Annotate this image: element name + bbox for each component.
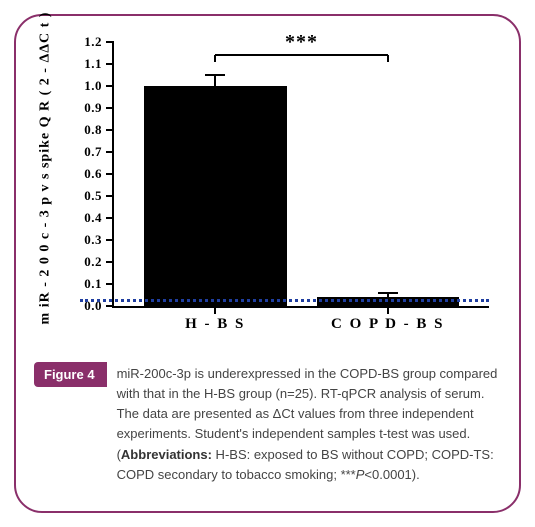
y-tick	[106, 107, 114, 109]
y-tick-label: 0.2	[84, 254, 102, 270]
y-tick	[106, 173, 114, 175]
y-tick-label: 0.4	[84, 210, 102, 226]
y-tick	[106, 85, 114, 87]
caption-abbrev-label: Abbreviations:	[121, 447, 212, 462]
y-tick	[106, 63, 114, 65]
error-cap	[378, 292, 398, 294]
y-tick-label: 1.0	[84, 78, 102, 94]
sig-bracket-right	[387, 55, 389, 62]
y-tick	[106, 239, 114, 241]
sig-bracket-left	[214, 55, 216, 62]
sig-bracket-top	[215, 54, 388, 56]
error-bar	[214, 75, 216, 86]
y-tick	[106, 283, 114, 285]
y-tick-label: 0.7	[84, 144, 102, 160]
y-tick	[106, 41, 114, 43]
y-tick-label: 0.6	[84, 166, 102, 182]
chart-region: m iR - 2 0 0 c - 3 p v s spike Q R ( 2 -…	[34, 38, 501, 338]
bar	[144, 86, 287, 306]
sig-stars: ***	[285, 31, 318, 54]
ylabel-delta-2: Δ	[37, 43, 52, 53]
caption-text: miR-200c-3p is underexpressed in the COP…	[117, 362, 501, 485]
figure-badge: Figure 4	[34, 362, 107, 387]
y-tick-label: 0.5	[84, 188, 102, 204]
x-tick	[387, 306, 389, 314]
y-tick-label: 0.9	[84, 100, 102, 116]
y-tick	[106, 217, 114, 219]
x-tick	[214, 306, 216, 314]
ylabel-delta-1: Δ	[37, 53, 52, 63]
error-cap	[205, 74, 225, 76]
caption-suffix-2: <0.0001).	[364, 467, 419, 482]
y-tick-label: 0.8	[84, 122, 102, 138]
y-tick-label: 1.2	[84, 34, 102, 50]
plot-area: 0.00.10.20.30.40.50.60.70.80.91.01.11.2H…	[112, 42, 489, 308]
ylabel-suffix: C t )	[37, 12, 52, 43]
y-axis-label: m iR - 2 0 0 c - 3 p v s spike Q R ( 2 -…	[37, 12, 53, 325]
ylabel-prefix: m iR - 2 0 0 c - 3 p v s spike Q R ( 2 -	[37, 63, 52, 325]
y-tick	[106, 195, 114, 197]
y-tick	[106, 129, 114, 131]
y-tick-label: 0.3	[84, 232, 102, 248]
y-tick-label: 0.1	[84, 276, 102, 292]
y-tick	[106, 305, 114, 307]
figure-card: m iR - 2 0 0 c - 3 p v s spike Q R ( 2 -…	[14, 14, 521, 513]
y-tick	[106, 151, 114, 153]
y-axis-label-wrap: m iR - 2 0 0 c - 3 p v s spike Q R ( 2 -…	[38, 38, 52, 298]
x-tick-label: C O P D - B S	[331, 316, 445, 333]
x-tick-label: H - B S	[185, 316, 245, 333]
figure-caption: Figure 4 miR-200c-3p is underexpressed i…	[30, 362, 505, 485]
y-tick	[106, 261, 114, 263]
y-tick-label: 1.1	[84, 56, 102, 72]
